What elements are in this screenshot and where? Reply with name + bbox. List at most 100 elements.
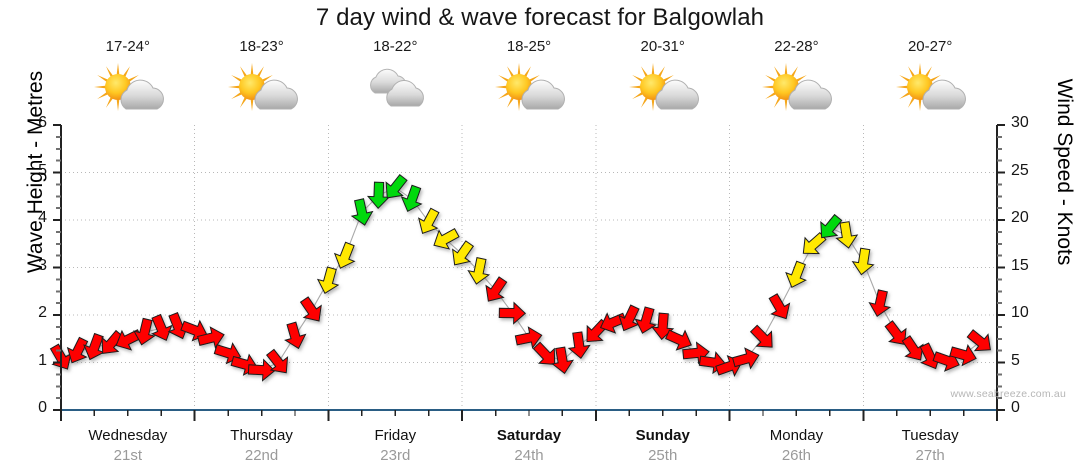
wind-arrow-marker bbox=[949, 343, 977, 367]
right-tick-15: 15 bbox=[1011, 256, 1029, 274]
wind-arrow-marker bbox=[467, 257, 491, 285]
wind-arrow-marker bbox=[265, 348, 289, 374]
day-date: 26th bbox=[781, 447, 812, 464]
day-header-friday: 18-22° bbox=[328, 38, 462, 124]
sun-behind-cloud-icon bbox=[863, 59, 997, 121]
day-date: 21st bbox=[113, 447, 143, 464]
x-label-wednesday: Wednesday 21st bbox=[61, 426, 195, 466]
wind-arrow-marker bbox=[851, 247, 875, 276]
wind-arrow-marker bbox=[400, 184, 423, 213]
left-tick-5: 5 bbox=[38, 161, 47, 179]
right-tick-10: 10 bbox=[1011, 304, 1029, 321]
wind-arrow-marker bbox=[433, 228, 460, 250]
temperature-range-tuesday: 20-27° bbox=[907, 38, 953, 55]
day-date: 25th bbox=[648, 447, 678, 464]
wind-arrow-marker bbox=[884, 320, 907, 345]
right-tick-0: 0 bbox=[1011, 399, 1020, 416]
temperature-range-friday: 18-22° bbox=[373, 38, 418, 55]
wind-arrow-marker bbox=[66, 336, 89, 364]
sun-behind-cloud-icon bbox=[195, 59, 329, 121]
x-label-tuesday: Tuesday 27th bbox=[863, 426, 997, 466]
wind-arrow-marker bbox=[868, 289, 892, 318]
wind-arrow-marker bbox=[514, 326, 543, 350]
site-watermark: www.seabreeze.com.au bbox=[950, 388, 1066, 400]
x-label-saturday: Saturday 24th bbox=[462, 426, 596, 466]
right-tick-20: 20 bbox=[1011, 209, 1029, 226]
wind-arrow-marker bbox=[417, 207, 440, 235]
wind-arrow-marker bbox=[785, 260, 807, 288]
temperature-range-sunday: 20-31° bbox=[640, 38, 685, 55]
sun-behind-cloud-icon bbox=[729, 59, 863, 121]
right-tick-25: 25 bbox=[1011, 161, 1029, 179]
wind-arrow-marker bbox=[634, 306, 657, 334]
wind-arrow-marker bbox=[284, 321, 307, 350]
left-tick-2: 2 bbox=[38, 304, 47, 321]
day-header-thursday: 18-23° bbox=[195, 38, 329, 124]
wind-arrow-marker bbox=[247, 358, 276, 382]
x-label-friday: Friday 23rd bbox=[328, 426, 462, 466]
cloudy-icon bbox=[328, 59, 462, 121]
day-name: Thursday bbox=[230, 427, 293, 444]
day-name: Friday bbox=[374, 427, 417, 444]
wind-arrow-marker bbox=[664, 329, 692, 351]
day-name: Wednesday bbox=[88, 427, 168, 444]
day-date: 23rd bbox=[380, 447, 411, 464]
wind-arrow-marker bbox=[101, 329, 124, 354]
right-tick-30: 30 bbox=[1011, 114, 1029, 131]
wind-arrow-marker bbox=[498, 301, 527, 325]
left-tick-4: 4 bbox=[38, 209, 47, 226]
wind-arrow-marker bbox=[197, 326, 225, 349]
chart-title: 7 day wind & wave forecast for Balgowlah bbox=[315, 4, 765, 31]
wind-arrow-marker bbox=[768, 293, 791, 320]
day-header-tuesday: 20-27° bbox=[863, 38, 997, 124]
wind-arrow-marker bbox=[452, 240, 475, 266]
left-tick-1: 1 bbox=[38, 351, 47, 369]
sun-behind-cloud-icon bbox=[462, 59, 596, 121]
wind-arrow-marker bbox=[299, 296, 322, 322]
wind-arrow-marker bbox=[133, 317, 156, 346]
temperature-range-monday: 22-28° bbox=[774, 38, 819, 55]
sun-behind-cloud-icon bbox=[596, 59, 730, 121]
day-date: 24th bbox=[514, 447, 544, 464]
x-label-monday: Monday 26th bbox=[729, 426, 863, 466]
day-name: Tuesday bbox=[901, 427, 959, 444]
left-tick-3: 3 bbox=[38, 256, 47, 274]
wind-arrow-marker bbox=[901, 335, 924, 361]
day-name: Monday bbox=[769, 427, 824, 444]
temperature-range-saturday: 18-25° bbox=[506, 38, 552, 55]
wind-arrow-marker bbox=[749, 324, 773, 348]
day-name: Saturday bbox=[496, 427, 562, 444]
wind-arrow-marker bbox=[567, 331, 591, 360]
left-tick-6: 6 bbox=[38, 114, 47, 131]
wind-arrow-marker bbox=[485, 276, 508, 302]
day-name: Sunday bbox=[635, 427, 690, 444]
wind-arrow-marker bbox=[966, 329, 991, 352]
wind-arrow-marker bbox=[731, 347, 760, 370]
wind-arrow-marker bbox=[150, 313, 173, 341]
temperature-range-thursday: 18-23° bbox=[239, 38, 284, 55]
wind-arrow-marker bbox=[350, 198, 374, 226]
x-label-thursday: Thursday 22nd bbox=[195, 426, 329, 466]
wind-arrow-marker bbox=[835, 221, 859, 249]
right-tick-5: 5 bbox=[1011, 351, 1020, 369]
wind-arrow-marker bbox=[618, 304, 640, 332]
left-tick-0: 0 bbox=[38, 399, 47, 416]
wind-arrow-marker bbox=[820, 213, 843, 239]
day-header-monday: 22-28° bbox=[729, 38, 863, 124]
x-label-sunday: Sunday 25th bbox=[596, 426, 730, 466]
sun-behind-cloud-icon bbox=[61, 59, 195, 121]
wind-arrow-marker bbox=[385, 173, 408, 199]
axis-lines bbox=[53, 124, 1005, 421]
wind-direction-arrows bbox=[49, 173, 991, 382]
wind-arrow-marker bbox=[333, 241, 356, 269]
wind-arrow-marker bbox=[316, 266, 340, 295]
day-header-wednesday: 17-24° bbox=[61, 38, 195, 124]
day-date: 22nd bbox=[244, 447, 279, 464]
day-header-saturday: 18-25° bbox=[462, 38, 596, 124]
temperature-range-wednesday: 17-24° bbox=[105, 38, 151, 55]
wind-arrow-marker bbox=[532, 341, 556, 365]
day-header-sunday: 20-31° bbox=[596, 38, 730, 124]
wind-arrow-marker bbox=[551, 346, 575, 375]
